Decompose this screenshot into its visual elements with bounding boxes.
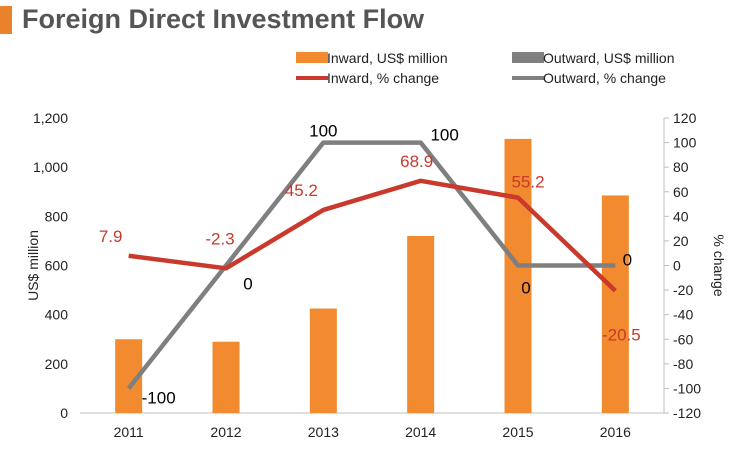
y-tick-label: 200 (45, 356, 69, 372)
x-tick-label: 2013 (308, 424, 339, 440)
y2-tick-label: 20 (673, 233, 689, 249)
inward-change-label: 55.2 (511, 173, 544, 192)
y2-tick-label: -80 (673, 356, 693, 372)
inward-change-label: 45.2 (285, 181, 318, 200)
y2-tick-label: 120 (673, 110, 697, 126)
y2-tick-label: -40 (673, 307, 693, 323)
y2-tick-label: 40 (673, 208, 689, 224)
y2-tick-label: -60 (673, 331, 693, 347)
inward-change-line (128, 178, 617, 293)
outward-change-label: 0 (623, 251, 632, 270)
x-tick-label: 2016 (600, 424, 631, 440)
x-tick-label: 2015 (502, 424, 533, 440)
outward-change-label: 100 (430, 126, 458, 145)
legend-label: Outward, US$ million (543, 50, 675, 66)
outward-change-label: 0 (243, 275, 252, 294)
y2-tick-label: -120 (673, 405, 701, 421)
outward-change-label: 0 (521, 279, 530, 298)
y2-tick-label: -100 (673, 380, 701, 396)
legend-label: Outward, % change (543, 70, 666, 86)
y-tick-label: 400 (45, 307, 69, 323)
y-tick-label: 0 (60, 405, 68, 421)
outward-change-label: 100 (309, 122, 337, 141)
y-tick-label: 1,000 (33, 159, 68, 175)
inward-change-label: 7.9 (99, 227, 123, 246)
legend-label: Inward, % change (327, 70, 439, 86)
inward-bar (212, 341, 240, 413)
y-axis-title: US$ million (25, 230, 41, 301)
y-tick-label: 800 (45, 208, 69, 224)
y2-axis-title: % change (711, 234, 727, 296)
y2-tick-label: -20 (673, 282, 693, 298)
x-tick-label: 2014 (405, 424, 436, 440)
x-tick-label: 2011 (114, 424, 144, 440)
y2-tick-label: 100 (673, 135, 697, 151)
inward-bar (601, 195, 629, 413)
legend-label: Inward, US$ million (327, 50, 448, 66)
y-tick-label: 1,200 (33, 110, 68, 126)
inward-bar (407, 236, 435, 413)
legend-swatch (512, 52, 544, 63)
inward-change-label: 68.9 (400, 152, 433, 171)
inward-change-label: -20.5 (602, 326, 641, 345)
inward-bar (309, 308, 337, 413)
x-tick-label: 2012 (210, 424, 241, 440)
title-accent-bar (0, 6, 12, 34)
outward-change-label: -100 (142, 388, 176, 407)
y2-tick-label: 80 (673, 159, 689, 175)
chart-title: Foreign Direct Investment Flow (22, 4, 425, 34)
inward-bar (504, 138, 532, 414)
inward-change-label: -2.3 (205, 229, 234, 248)
legend-swatch (296, 52, 328, 63)
y-tick-label: 600 (45, 258, 69, 274)
outward-change-line (126, 140, 616, 390)
y2-tick-label: 0 (673, 258, 681, 274)
y2-tick-label: 60 (673, 184, 689, 200)
